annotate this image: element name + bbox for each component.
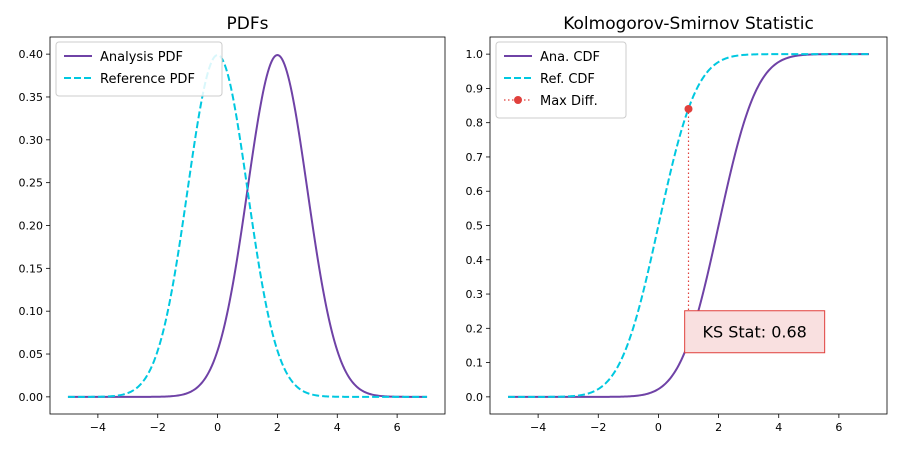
axes-frame: [489, 36, 888, 415]
x-tick-label: 4: [775, 421, 782, 434]
x-tick-label: 0: [214, 421, 221, 434]
x-tick-label: 4: [334, 421, 341, 434]
chart-title: PDFs: [227, 14, 269, 34]
y-tick-label: 0.10: [19, 305, 44, 318]
x-tick-label: −2: [590, 421, 606, 434]
ks-stat-annotation: KS Stat: 0.68: [684, 310, 826, 354]
legend-label: Max Diff.: [540, 94, 598, 109]
y-tick-label: 0.0: [466, 391, 484, 404]
legend-label: Reference PDF: [100, 72, 195, 87]
y-tick-label: 1.0: [466, 48, 484, 61]
y-tick-label: 0.15: [19, 262, 44, 275]
y-tick-label: 0.2: [466, 322, 484, 335]
legend-label: Analysis PDF: [100, 50, 183, 65]
y-tick-label: 0.35: [19, 91, 44, 104]
legend: Analysis PDF Reference PDF: [55, 41, 223, 97]
x-tick-label: 6: [835, 421, 842, 434]
x-tick-label: 2: [715, 421, 722, 434]
x-tick-label: 6: [394, 421, 401, 434]
series-line-analysis-pdf: [67, 54, 428, 398]
legend-box: [495, 41, 627, 119]
y-tick-label: 0.3: [466, 288, 484, 301]
legend: Ana. CDF Ref. CDF Max Diff.: [495, 41, 627, 119]
y-tick-label: 0.5: [466, 220, 484, 233]
y-tick-label: 0.20: [19, 220, 44, 233]
y-tick-label: 0.25: [19, 177, 44, 190]
legend-label: Ref. CDF: [540, 72, 595, 87]
axes-frame: [49, 36, 446, 415]
x-tick-label: 2: [274, 421, 281, 434]
legend-marker: [514, 96, 522, 104]
x-tick-label: −4: [530, 421, 546, 434]
x-tick-label: 0: [655, 421, 662, 434]
annotation-box: [684, 310, 826, 354]
y-tick-label: 0.6: [466, 185, 484, 198]
panel-2: Kolmogorov-Smirnov Statistic −4 −2 0 2 4 6 0.0 0…: [466, 14, 888, 434]
legend-label: Ana. CDF: [540, 50, 600, 65]
series-line-reference-pdf: [67, 54, 428, 398]
y-tick-label: 0.1: [466, 357, 484, 370]
series-line-ref-cdf: [508, 53, 869, 398]
y-tick-label: 0.4: [466, 254, 484, 267]
panel-1: PDFs −4 −2 0 2 4 6 0.00 0.05 0.10 0.15 0.20 0.25 0.30…: [19, 14, 446, 434]
y-tick-label: 0.8: [466, 117, 484, 130]
chart-title: Kolmogorov-Smirnov Statistic: [563, 14, 814, 34]
y-tick-label: 0.05: [19, 348, 44, 361]
x-tick-label: −4: [90, 421, 106, 434]
y-tick-label: 0.00: [19, 391, 44, 404]
annotation-text: KS Stat: 0.68: [702, 323, 806, 342]
y-tick-label: 0.40: [19, 48, 44, 61]
y-tick-label: 0.7: [466, 151, 484, 164]
x-tick-label: −2: [150, 421, 166, 434]
legend-box: [55, 41, 223, 97]
y-tick-label: 0.9: [466, 82, 484, 95]
max-diff-point: [684, 104, 693, 113]
y-tick-label: 0.30: [19, 134, 44, 147]
